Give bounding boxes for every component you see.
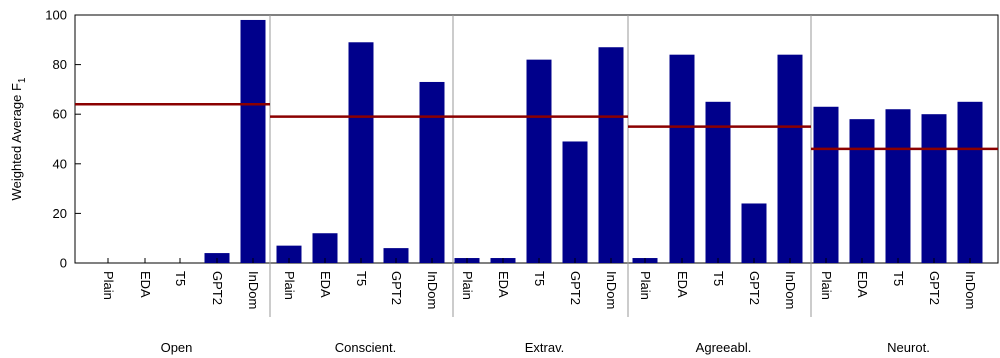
bar-extrav-gpt2 [562, 141, 588, 263]
plot-area: 0 20 40 60 80 100 Plain EDA T5 GPT2 InDom Open Plain… [45, 8, 999, 355]
y-tick-label: 100 [45, 8, 67, 23]
group-label: Extrav. [525, 340, 565, 355]
x-tick-label: T5 [891, 271, 906, 286]
y-axis-title-text: Weighted Average F [9, 83, 24, 200]
x-tick-label: T5 [173, 271, 188, 286]
bar-neurot-plain [813, 106, 839, 263]
bar-conscient-gpt2 [383, 248, 409, 263]
bar-open-indom [240, 19, 266, 264]
bar-agreeabl-indom [777, 54, 803, 264]
bar-extrav-t5 [526, 59, 552, 263]
y-axis-title-subscript: 1 [17, 77, 28, 83]
bar-conscient-plain [276, 245, 302, 263]
group-label: Neurot. [887, 340, 930, 355]
bar-agreeabl-eda [669, 54, 695, 264]
x-tick-label: InDom [783, 271, 798, 309]
x-tick-label: InDom [604, 271, 619, 309]
bar-neurot-indom [957, 101, 983, 263]
bar-extrav-indom [598, 47, 624, 263]
x-tick-label: T5 [711, 271, 726, 286]
x-tick-label: T5 [532, 271, 547, 286]
group-label: Open [161, 340, 193, 355]
x-tick-label: InDom [246, 271, 261, 309]
x-tick-label: InDom [425, 271, 440, 309]
x-tick-label: EDA [138, 271, 153, 298]
group-label: Agreeabl. [696, 340, 752, 355]
group-label: Conscient. [335, 340, 396, 355]
y-tick-label: 80 [53, 57, 67, 72]
bar-neurot-gpt2 [921, 114, 947, 263]
y-tick-label: 0 [60, 256, 67, 271]
x-tick-label: EDA [318, 271, 333, 298]
bar-neurot-eda [849, 119, 875, 263]
y-tick-label: 20 [53, 206, 67, 221]
x-tick-label: Plain [638, 271, 653, 300]
x-tick-label: GPT2 [747, 271, 762, 305]
bar-conscient-t5 [348, 42, 374, 263]
x-tick-label: Plain [460, 271, 475, 300]
x-tick-label: EDA [855, 271, 870, 298]
x-tick-label: GPT2 [210, 271, 225, 305]
x-tick-label: EDA [675, 271, 690, 298]
x-tick-label: GPT2 [389, 271, 404, 305]
x-tick-label: InDom [963, 271, 978, 309]
bar-conscient-indom [419, 81, 445, 264]
y-tick-label: 60 [53, 107, 67, 122]
x-tick-label: GPT2 [568, 271, 583, 305]
x-tick-label: GPT2 [927, 271, 942, 305]
x-tick-label: Plain [101, 271, 116, 300]
bar-agreeabl-gpt2 [741, 203, 767, 263]
x-tick-label: Plain [819, 271, 834, 300]
x-tick-label: EDA [496, 271, 511, 298]
bar-neurot-t5 [885, 109, 911, 264]
y-axis-title: Weighted Average F1 [9, 77, 28, 200]
x-tick-label: Plain [282, 271, 297, 300]
bar-agreeabl-t5 [705, 101, 731, 263]
x-tick-label: T5 [354, 271, 369, 286]
y-tick-label: 40 [53, 156, 67, 171]
